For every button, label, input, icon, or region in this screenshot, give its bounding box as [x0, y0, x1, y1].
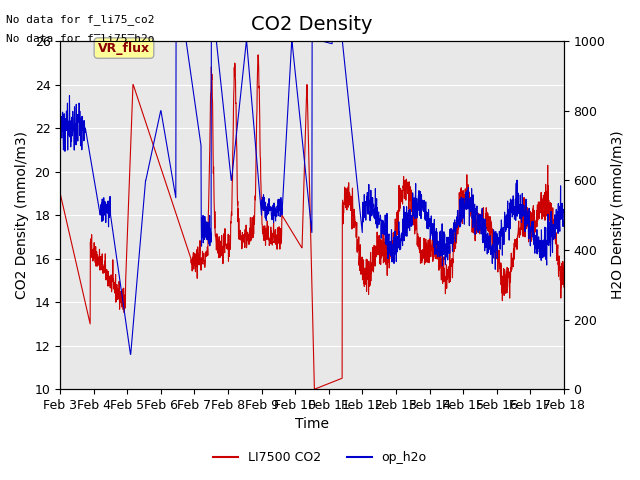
LI7500 CO2: [56, 191, 64, 196]
Title: CO2 Density: CO2 Density: [252, 15, 372, 34]
Text: VR_flux: VR_flux: [98, 42, 150, 55]
op_h2o: [82, 128, 90, 134]
Line: op_h2o: op_h2o: [60, 41, 564, 354]
LI7500 CO2: [453, 215, 461, 221]
LI7500 CO2: [560, 284, 568, 290]
LI7500 CO2: [288, 229, 296, 235]
Line: LI7500 CO2: LI7500 CO2: [60, 55, 564, 389]
op_h2o: [301, 169, 309, 175]
op_h2o: [546, 239, 554, 245]
Y-axis label: H2O Density (mmol/m3): H2O Density (mmol/m3): [611, 131, 625, 300]
Text: No data for f̅li75̅h2o: No data for f̅li75̅h2o: [6, 34, 155, 44]
op_h2o: [172, 38, 180, 44]
LI7500 CO2: [310, 386, 318, 392]
LI7500 CO2: [301, 133, 309, 139]
op_h2o: [453, 219, 461, 225]
op_h2o: [289, 41, 296, 47]
Text: No data for f_li75_co2: No data for f_li75_co2: [6, 14, 155, 25]
LI7500 CO2: [254, 52, 262, 58]
Legend: LI7500 CO2, op_h2o: LI7500 CO2, op_h2o: [209, 446, 431, 469]
LI7500 CO2: [546, 201, 554, 207]
Y-axis label: CO2 Density (mmol/m3): CO2 Density (mmol/m3): [15, 131, 29, 299]
op_h2o: [56, 129, 64, 134]
op_h2o: [560, 209, 568, 215]
op_h2o: [127, 351, 134, 357]
X-axis label: Time: Time: [295, 418, 329, 432]
op_h2o: [546, 219, 554, 225]
LI7500 CO2: [82, 302, 90, 308]
LI7500 CO2: [546, 208, 554, 214]
